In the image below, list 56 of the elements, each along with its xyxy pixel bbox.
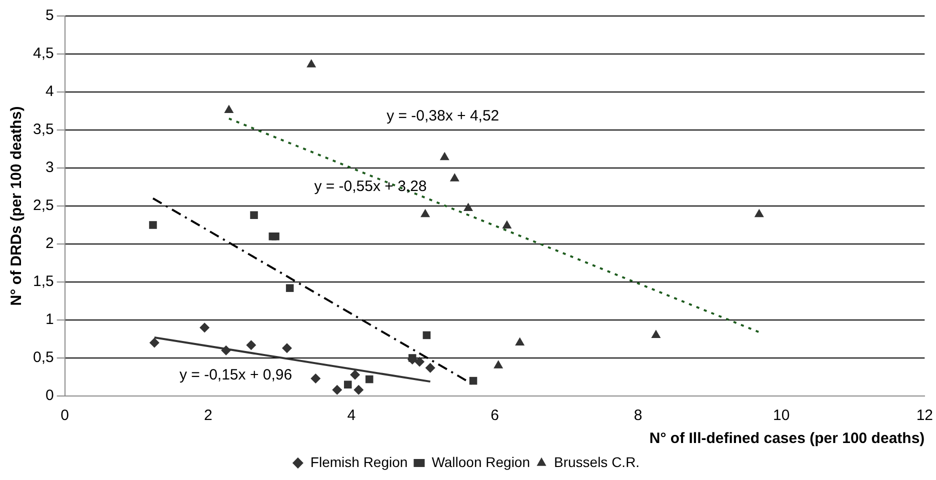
point <box>651 330 661 338</box>
x-tick-label: 10 <box>773 407 790 424</box>
x-axis-title: N° of Ill-defined cases (per 100 deaths) <box>649 430 925 448</box>
point <box>344 380 352 388</box>
x-tick-label: 2 <box>204 407 212 424</box>
point <box>440 152 450 160</box>
y-tick-label: 5 <box>46 7 54 24</box>
point <box>469 376 478 385</box>
point <box>149 221 157 229</box>
point <box>149 338 160 348</box>
x-tick-label: 4 <box>347 407 356 424</box>
point <box>425 362 436 373</box>
point <box>200 322 210 333</box>
point <box>332 384 342 395</box>
point <box>286 284 294 292</box>
point <box>354 384 364 395</box>
legend-label: Walloon Region <box>432 454 530 470</box>
point <box>515 337 525 346</box>
y-tick-label: 1,5 <box>32 273 54 290</box>
legend-label: Flemish Region <box>310 454 408 470</box>
y-tick-label: 1 <box>46 311 54 328</box>
point <box>250 211 258 220</box>
point <box>494 360 504 368</box>
point <box>224 104 234 113</box>
x-tick-label: 6 <box>490 407 499 424</box>
point <box>463 202 474 212</box>
annotation: y = -0,55x + 3,28 <box>314 178 427 196</box>
point <box>414 356 425 367</box>
y-tick-label: 2 <box>46 235 54 252</box>
annotation: y = -0,38x + 4,52 <box>386 107 500 124</box>
annotation: y = -0,15x + 0,96 <box>179 366 292 384</box>
point <box>365 375 374 384</box>
point <box>350 370 360 380</box>
point <box>221 345 232 356</box>
y-tick-label: 3,5 <box>32 121 54 138</box>
x-tick-label: 0 <box>60 407 70 424</box>
y-tick-label: 4 <box>46 83 54 100</box>
y-tick-label: 2,5 <box>32 197 54 214</box>
y-tick-label: 0 <box>46 387 54 404</box>
point <box>310 374 321 384</box>
x-tick-label: 8 <box>634 407 642 424</box>
point <box>450 173 460 182</box>
y-tick-label: 3 <box>46 159 54 176</box>
y-axis-title: N° of DRDs (per 100 deaths) <box>8 106 26 306</box>
point <box>246 340 256 350</box>
point <box>754 208 764 218</box>
point <box>502 220 512 229</box>
point <box>282 343 292 354</box>
point <box>422 331 431 340</box>
legend-label: Brussels C.R. <box>554 454 640 470</box>
y-tick-label: 4,5 <box>32 45 54 62</box>
x-tick-label: 12 <box>916 407 933 424</box>
y-tick-label: 0,5 <box>32 349 54 366</box>
point <box>420 208 430 218</box>
point <box>272 232 280 240</box>
point <box>306 59 316 68</box>
